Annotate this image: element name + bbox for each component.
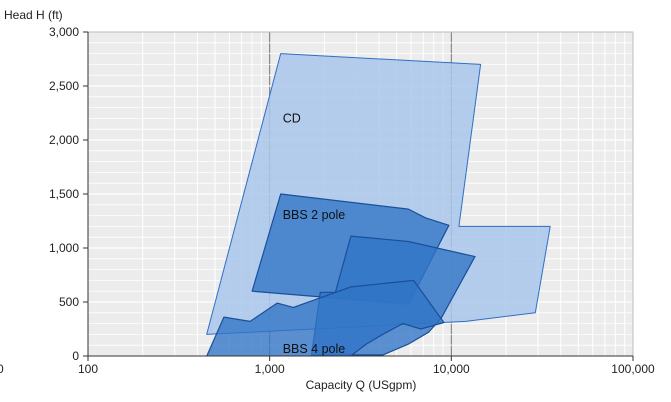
y-tick-label: 2,500 [49,79,79,93]
y-tick-label: 3,000 [49,25,79,39]
y-tick-label: 500 [59,295,79,309]
labels: CD BBS 2 pole BBS 4 pole [283,112,346,356]
y-tick-label: 2,000 [49,133,79,147]
x-tick-label: 1,000 [255,362,285,376]
axes: 0 500 1,000 1,500 2,000 2,500 3,000 100 1,000 10,… [49,25,655,376]
regions [206,53,551,356]
x-tick-label: 100 [78,362,98,376]
x-tick-label: 10,000 [433,362,470,376]
x-tick-label: 100,000 [611,362,655,376]
region-label: CD [283,112,301,126]
y-tick-label: 1,500 [49,187,79,201]
region-label: BBS 2 pole [283,208,346,222]
region-label: BBS 4 pole [283,342,346,356]
y-tick-label: 1,000 [49,241,79,255]
x-edge-tick-label: 0 [0,362,4,376]
y-axis-title: Head H (ft) [4,8,63,22]
region-bbs-4-pole [206,279,445,356]
x-axis-title: Capacity Q (USgpm) [306,378,417,392]
y-tick-label: 0 [72,349,79,363]
